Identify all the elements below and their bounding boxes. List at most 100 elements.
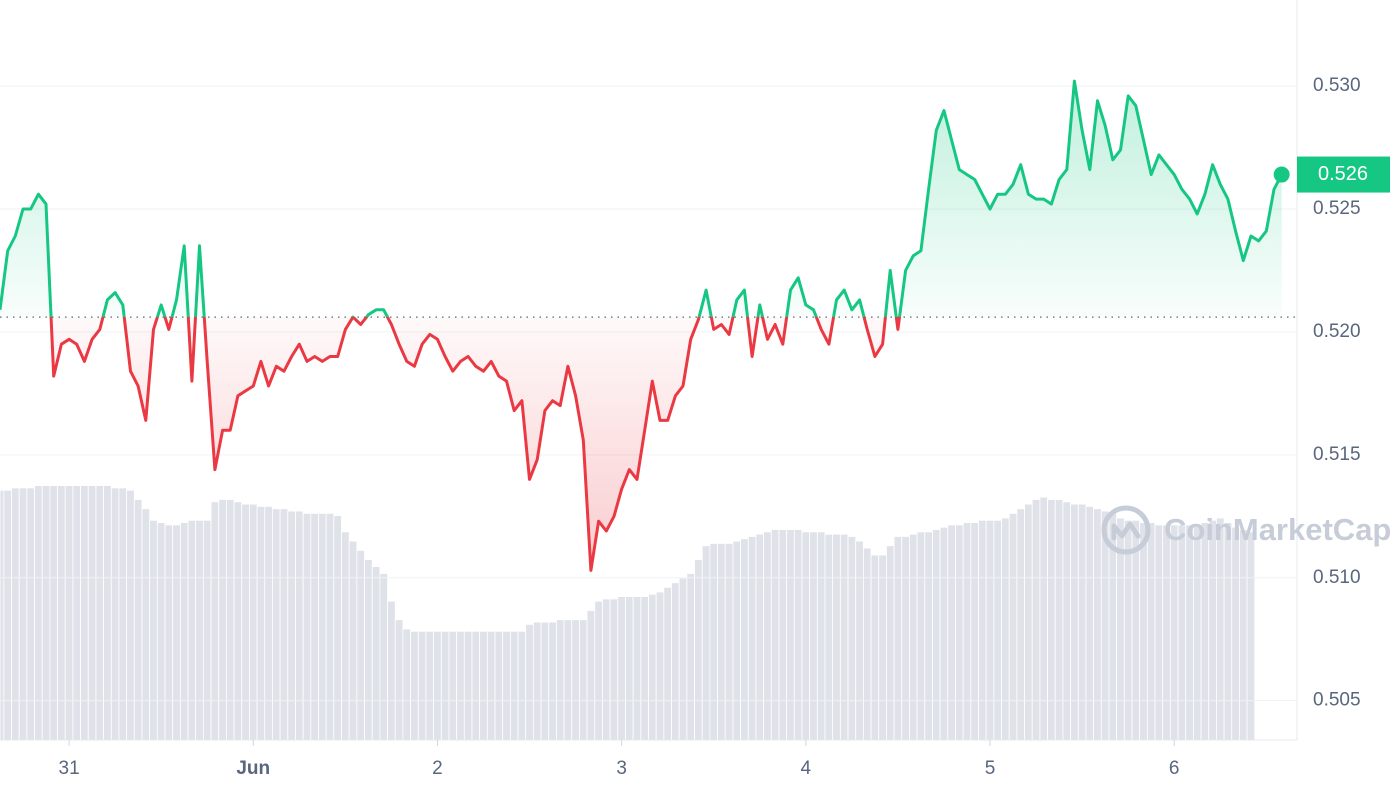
volume-bar [602,598,611,741]
volume-bar [1039,496,1048,741]
volume-bar [318,512,327,741]
volume-bar [1208,519,1217,741]
volume-bar [333,515,342,741]
volume-bar [1177,524,1187,741]
volume-bar [686,573,695,741]
volume-bar [156,522,166,741]
volume-bar [371,566,381,741]
logo-wave [1111,521,1141,541]
volume-bar [709,543,718,741]
volume-bar [556,619,565,741]
volume-bar [855,540,864,741]
volume-bar [1162,524,1171,741]
volume-bar [632,596,642,741]
y-tick-label: 0.510 [1313,567,1361,588]
current-price-box [1297,156,1390,193]
volume-bar [586,610,596,741]
volume-bar [548,621,557,741]
volume-bar [993,519,1002,741]
x-tick-label: 2 [432,758,443,779]
volume-bar [57,485,66,741]
volume-layer [0,485,1256,741]
volume-bar [18,487,28,741]
volume-bar [1001,517,1010,741]
volume-bar [1223,522,1233,741]
volume-bar [1070,503,1079,741]
volume-bar [532,621,542,741]
volume-bar [694,559,703,741]
volume-bar [1031,499,1041,741]
volume-bar [126,489,135,741]
volume-bar [847,536,857,741]
volume-bar [26,487,35,741]
volume-bar [272,508,281,741]
volume-bar [939,526,949,741]
volume-bar [195,519,204,741]
volume-bar [509,630,519,741]
volume-bar [172,524,181,741]
volume-bar [325,512,335,741]
price-area [0,81,1282,571]
volume-bar [448,630,458,741]
volume-bar [786,529,795,741]
last-point [1273,166,1290,183]
volume-bar [249,503,258,741]
volume-bar [302,512,312,741]
volume-bar [1085,506,1095,741]
y-tick-label: 0.525 [1313,198,1361,219]
volume-bar [1093,508,1102,741]
x-tick-label: 31 [59,758,80,779]
volume-bar [95,485,105,741]
x-tick-label: Jun [236,758,270,779]
volume-bar [433,630,442,741]
volume-bar [394,619,404,741]
volume-bar [1154,524,1164,741]
volume-bar [103,485,112,741]
volume-bar [64,485,74,741]
volume-bar [901,536,910,741]
volume-bar [264,506,273,741]
price-line [0,79,1284,572]
volume-bar [916,531,926,741]
volume-bar [724,543,734,741]
volume-bar [717,543,726,741]
volume-bar [839,533,849,741]
volume-bar [141,508,151,741]
volume-bar [962,522,972,741]
volume-bar [479,630,488,741]
volume-bar [310,512,319,741]
volume-bar [1139,522,1148,741]
volume-bar [402,628,411,741]
volume-bar [417,630,427,741]
volume-bar [233,501,243,741]
y-tick-label: 0.505 [1313,690,1361,711]
volume-bar [517,630,527,741]
volume-bar [494,630,504,741]
volume-bar [763,531,772,741]
volume-bar [878,554,887,741]
volume-bar [110,487,120,741]
y-tick-label: 0.530 [1313,75,1361,96]
volume-bar [924,531,933,741]
volume-bar [379,573,388,741]
x-tick-label: 5 [985,758,996,779]
volume-bar [387,600,396,741]
volume-bar [640,596,649,741]
volume-bar [218,499,227,741]
volume-bar [3,489,12,741]
volume-bar [947,524,956,741]
watermark: CoinMarketCap [1164,512,1391,547]
volume-bar [149,519,158,741]
volume-bar [1169,524,1179,741]
volume-bar [747,536,757,741]
volume-bar [1216,517,1225,741]
volume-bar [440,630,450,741]
x-tick-label: 3 [616,758,627,779]
volume-bar [1054,499,1064,741]
volume-bar [985,519,995,741]
volume-bar [202,519,212,741]
volume-bar [1024,503,1033,741]
volume-bar [241,503,250,741]
volume-bar [579,619,588,741]
